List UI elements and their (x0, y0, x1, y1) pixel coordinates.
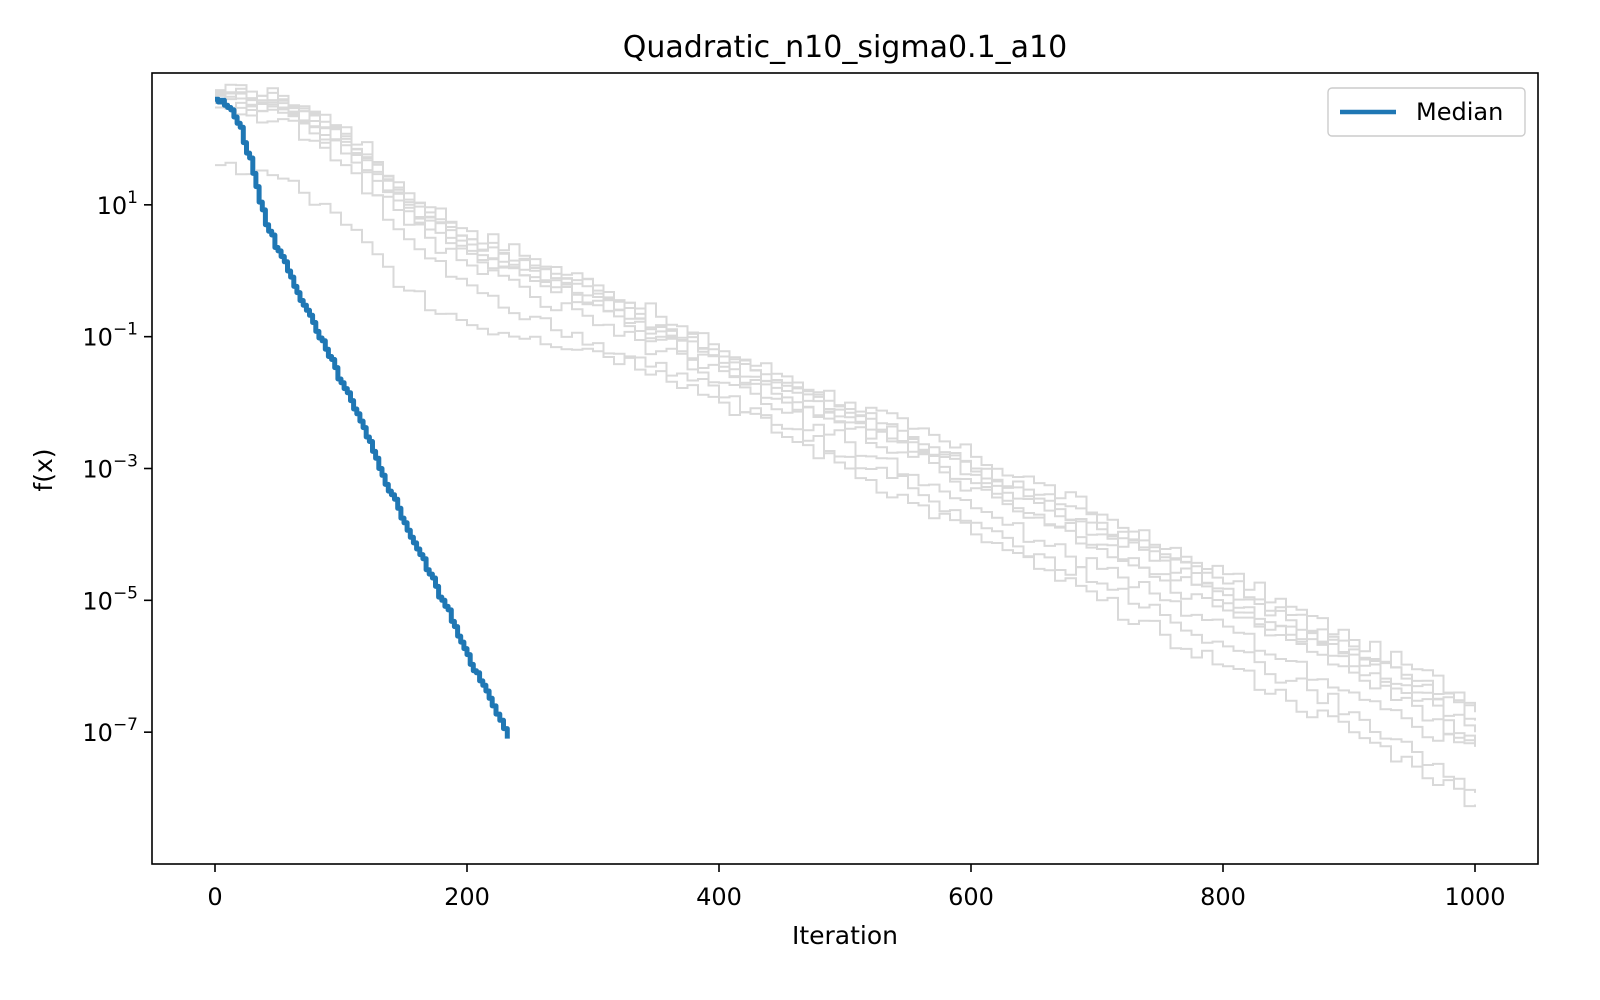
legend-median-label: Median (1416, 98, 1503, 126)
chart-title: Quadratic_n10_sigma0.1_a10 (623, 30, 1067, 65)
y-tick-label: 10−7 (82, 715, 138, 747)
run-line (215, 98, 1476, 747)
x-axis-label: Iteration (792, 921, 898, 950)
x-tick-label: 800 (1200, 883, 1246, 911)
x-tick-label: 400 (696, 883, 742, 911)
y-tick-label: 101 (97, 188, 138, 220)
median-line (215, 96, 510, 739)
y-tick-label: 10−5 (82, 583, 138, 615)
run-line (215, 102, 1476, 747)
y-axis-label: f(x) (29, 448, 58, 491)
run-line (215, 106, 1476, 793)
run-line (215, 161, 1476, 808)
x-tick-label: 200 (444, 883, 490, 911)
x-axis-ticks: 0 200 400 600 800 1000 (207, 864, 1506, 911)
run-lines (215, 83, 1476, 808)
run-line (215, 91, 1476, 721)
y-axis-ticks: 101 10−1 10−3 10−5 10−7 (82, 188, 152, 747)
x-tick-label: 0 (207, 883, 222, 911)
legend: Median (1327, 87, 1526, 137)
x-tick-label: 1000 (1444, 883, 1505, 911)
x-tick-label: 600 (948, 883, 994, 911)
y-tick-label: 10−3 (82, 452, 138, 484)
y-tick-label: 10−1 (82, 320, 138, 352)
legend-box (1327, 87, 1526, 137)
median-line-group (215, 96, 510, 739)
